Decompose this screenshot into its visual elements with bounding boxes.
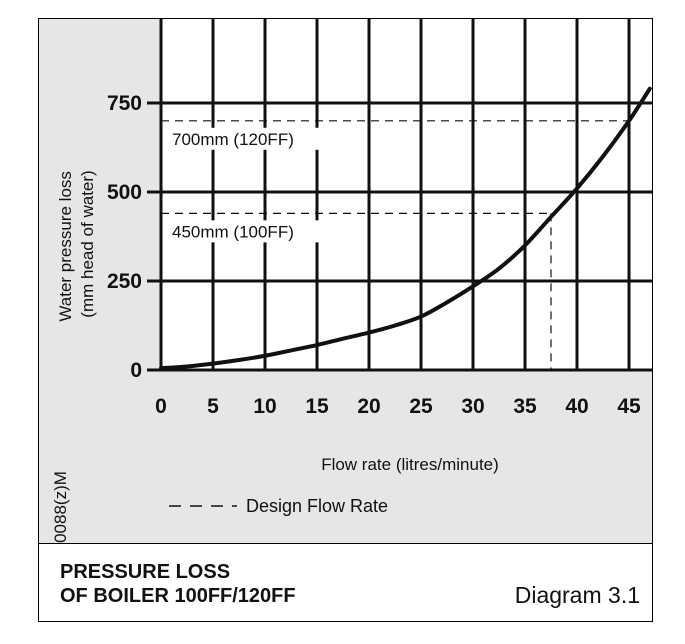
code-label: 0088(z)M: [51, 471, 70, 543]
divider: [39, 543, 652, 544]
legend-label: Design Flow Rate: [246, 496, 389, 516]
y-tick-label: 750: [107, 92, 142, 115]
x-axis-label: Flow rate (litres/minute): [321, 455, 499, 474]
y-axis-label-line-1: Water pressure loss: [56, 171, 75, 322]
x-tick-label: 35: [513, 395, 537, 418]
tick-labels: 0 5 10 15 20 25 30 35 40 45 0 250 500 750: [107, 92, 641, 418]
diagram-title: PRESSURE LOSS OF BOILER 100FF/120FF: [60, 560, 296, 608]
y-tick-label: 250: [107, 270, 142, 293]
x-tick-label: 10: [253, 395, 276, 418]
design-point-label: 700mm (120FF): [172, 130, 294, 149]
x-tick-label: 45: [617, 395, 641, 418]
y-tick-label: 500: [107, 181, 142, 204]
x-tick-label: 15: [305, 395, 329, 418]
y-axis-label: Water pressure loss (mm head of water): [56, 166, 97, 321]
curve-layer: [159, 86, 652, 371]
x-tick-label: 25: [409, 395, 433, 418]
design-point-label: 450mm (100FF): [172, 222, 294, 241]
chart-panel: 0 5 10 15 20 25 30 35 40 45 0 250 500 750 700mm (120F…: [39, 19, 652, 543]
x-tick-label: 40: [565, 395, 588, 418]
x-tick-label: 0: [155, 395, 167, 418]
title-line-2: OF BOILER 100FF/120FF: [60, 585, 296, 607]
pressure-loss-chart: 0 5 10 15 20 25 30 35 40 45 0 250 500 750 700mm (120F…: [56, 19, 652, 474]
diagram-number: Diagram 3.1: [514, 582, 640, 608]
design-point-label-bg: [167, 220, 335, 243]
legend-dash-sample: [169, 505, 237, 507]
design-point-label-bg: [167, 127, 335, 150]
x-tick-label: 5: [207, 395, 219, 418]
grid: [147, 19, 652, 372]
x-tick-label: 30: [461, 395, 484, 418]
diagram-frame: 0 5 10 15 20 25 30 35 40 45 0 250 500 750 700mm (120F…: [38, 18, 653, 622]
y-axis-label-line-2: (mm head of water): [78, 170, 97, 317]
x-tick-label: 20: [357, 395, 380, 418]
annotations: 700mm (120FF) 450mm (100FF): [167, 127, 335, 243]
title-line-1: PRESSURE LOSS: [60, 561, 231, 583]
y-tick-label: 0: [130, 359, 142, 382]
design-flow-dash-lines: [161, 120, 630, 370]
pressure-loss-curve: [159, 86, 652, 371]
